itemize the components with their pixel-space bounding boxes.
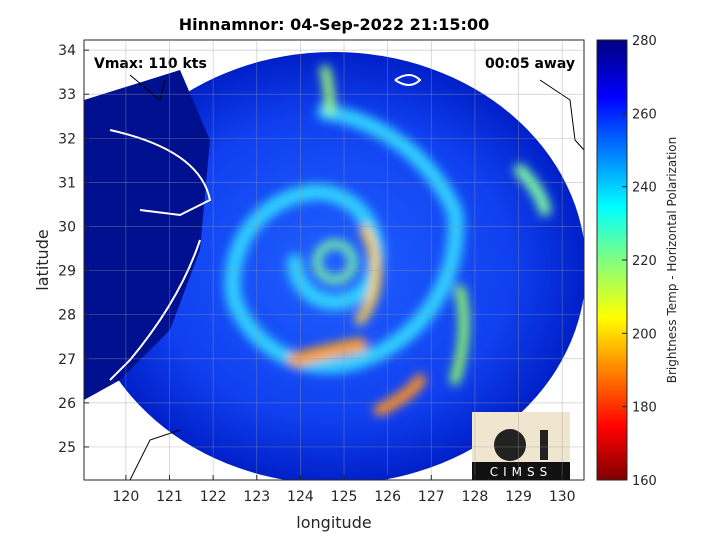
x-tick-label: 122	[200, 489, 227, 505]
x-tick-label: 125	[331, 489, 358, 505]
y-axis-label: latitude	[33, 229, 52, 290]
y-tick-label: 31	[58, 175, 76, 191]
x-tick-label: 120	[113, 489, 140, 505]
logo: CIMSS	[472, 412, 570, 480]
x-tick-label: 124	[287, 489, 314, 505]
y-tick-label: 30	[58, 219, 76, 235]
logo-text: CIMSS	[490, 465, 553, 479]
title: Hinnamnor: 04-Sep-2022 21:15:00	[179, 15, 489, 34]
image	[84, 40, 584, 480]
colorbar-tick-label: 220	[632, 254, 657, 269]
x-tick-label: 123	[243, 489, 270, 505]
colorbar-label: Brightness Temp - Horizontal Polarizatio…	[665, 137, 679, 384]
x-tick-label: 126	[374, 489, 401, 505]
annotation: Vmax: 110 kts	[94, 56, 207, 72]
x-axis-label: longitude	[296, 513, 371, 532]
y-tick-label: 34	[58, 43, 76, 59]
annotation: 00:05 away	[485, 56, 575, 72]
plot-frame	[83, 39, 585, 481]
y-tick-label: 29	[58, 264, 76, 280]
x-tick-label: 130	[549, 489, 576, 505]
y-tick-label: 33	[58, 87, 76, 103]
x-tick-label: 128	[462, 489, 489, 505]
colorbar-tick-label: 180	[632, 401, 657, 416]
colorbar-tick-label: 160	[632, 474, 657, 489]
colorbar-tick-label: 260	[632, 107, 657, 122]
y-tick-label: 27	[58, 352, 76, 368]
x-tick-label: 121	[156, 489, 183, 505]
colorbar-tick-label: 200	[632, 327, 657, 342]
y-tick-label: 28	[58, 308, 76, 324]
y-tick-label: 25	[58, 440, 76, 456]
y-tick-label: 32	[58, 131, 76, 147]
colorbar-tick-label: 240	[632, 181, 657, 196]
y-tick-label: 26	[58, 396, 76, 412]
x-tick-label: 129	[505, 489, 532, 505]
x-tick-label: 127	[418, 489, 445, 505]
colorbar-tick-label: 280	[632, 34, 657, 49]
